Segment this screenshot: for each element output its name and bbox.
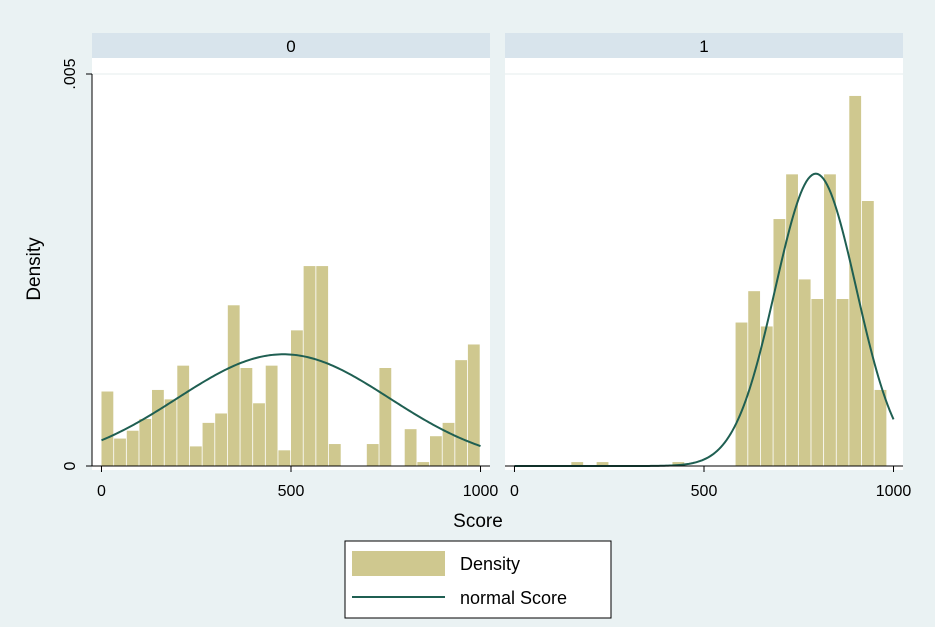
histogram-bar xyxy=(455,360,468,466)
histogram-bar xyxy=(278,450,291,466)
histogram-bar xyxy=(366,444,379,466)
histogram-bar xyxy=(571,462,584,466)
x-tick-label: 1000 xyxy=(876,483,912,500)
histogram-bar xyxy=(164,399,177,466)
histogram-bar xyxy=(596,462,609,466)
histogram-bar xyxy=(227,305,240,466)
legend-density-label: Density xyxy=(460,554,520,574)
histogram-bar xyxy=(735,322,748,466)
histogram-bar xyxy=(291,330,303,466)
histogram-bar xyxy=(748,291,761,466)
histogram-bar xyxy=(442,422,455,466)
x-axis-title: Score xyxy=(453,511,503,532)
panel-1-header xyxy=(505,33,903,58)
histogram-bar xyxy=(773,219,786,466)
histogram-bar xyxy=(467,344,480,466)
y-tick-label: .005 xyxy=(62,58,79,89)
panel-1-title: 1 xyxy=(699,37,708,56)
y-axis-title: Density xyxy=(24,237,45,301)
histogram-bar xyxy=(824,174,836,466)
panel-0: 0 0 500 1000 0 .005 xyxy=(62,33,498,500)
histogram-bar xyxy=(139,418,152,466)
histogram-bar xyxy=(328,444,341,466)
panel-1: 1 0 500 1000 xyxy=(505,33,911,500)
histogram-bar xyxy=(404,429,417,466)
x-tick-label: 0 xyxy=(97,483,106,500)
legend: Density normal Score xyxy=(344,540,612,619)
histogram-bar xyxy=(874,389,887,466)
histogram-bar xyxy=(811,299,824,466)
histogram-bar xyxy=(152,389,164,466)
histogram-bar xyxy=(126,430,139,466)
histogram-bar xyxy=(836,299,849,466)
histogram-bar xyxy=(316,266,329,466)
legend-normal-label: normal Score xyxy=(460,588,567,608)
histogram-bar xyxy=(760,326,773,466)
x-tick-label: 500 xyxy=(691,483,718,500)
histogram-bar xyxy=(672,462,685,466)
panel-0-bars xyxy=(101,266,480,466)
panel-1-plot-area xyxy=(505,58,903,470)
x-tick-label: 500 xyxy=(278,483,305,500)
histogram-bar xyxy=(379,368,392,466)
histogram-bar xyxy=(303,266,316,466)
histogram-bar xyxy=(417,462,430,466)
histogram-bar xyxy=(202,422,215,466)
histogram-bar xyxy=(430,436,442,466)
x-tick-label: 0 xyxy=(510,483,519,500)
histogram-bar xyxy=(798,279,811,466)
x-tick-label: 1000 xyxy=(463,483,499,500)
histogram-bar xyxy=(114,438,126,466)
panel-0-normal-curve xyxy=(101,353,481,448)
panel-0-header xyxy=(92,33,490,58)
panel-1-x-ticks: 0 500 1000 xyxy=(510,466,911,500)
y-ticks: 0 .005 xyxy=(62,58,92,470)
histogram-bar xyxy=(215,413,228,466)
histogram-bar xyxy=(786,174,798,466)
panel-0-x-ticks: 0 500 1000 xyxy=(97,466,498,500)
legend-density-swatch xyxy=(352,551,445,576)
histogram-bar xyxy=(253,403,265,466)
histogram-bar xyxy=(177,365,190,466)
histogram-bar xyxy=(240,368,253,466)
y-tick-label: 0 xyxy=(62,461,79,470)
histogram-bar xyxy=(265,365,278,466)
histogram-bar xyxy=(101,391,114,466)
panel-0-title: 0 xyxy=(286,37,295,56)
histogram-bar xyxy=(189,446,202,466)
